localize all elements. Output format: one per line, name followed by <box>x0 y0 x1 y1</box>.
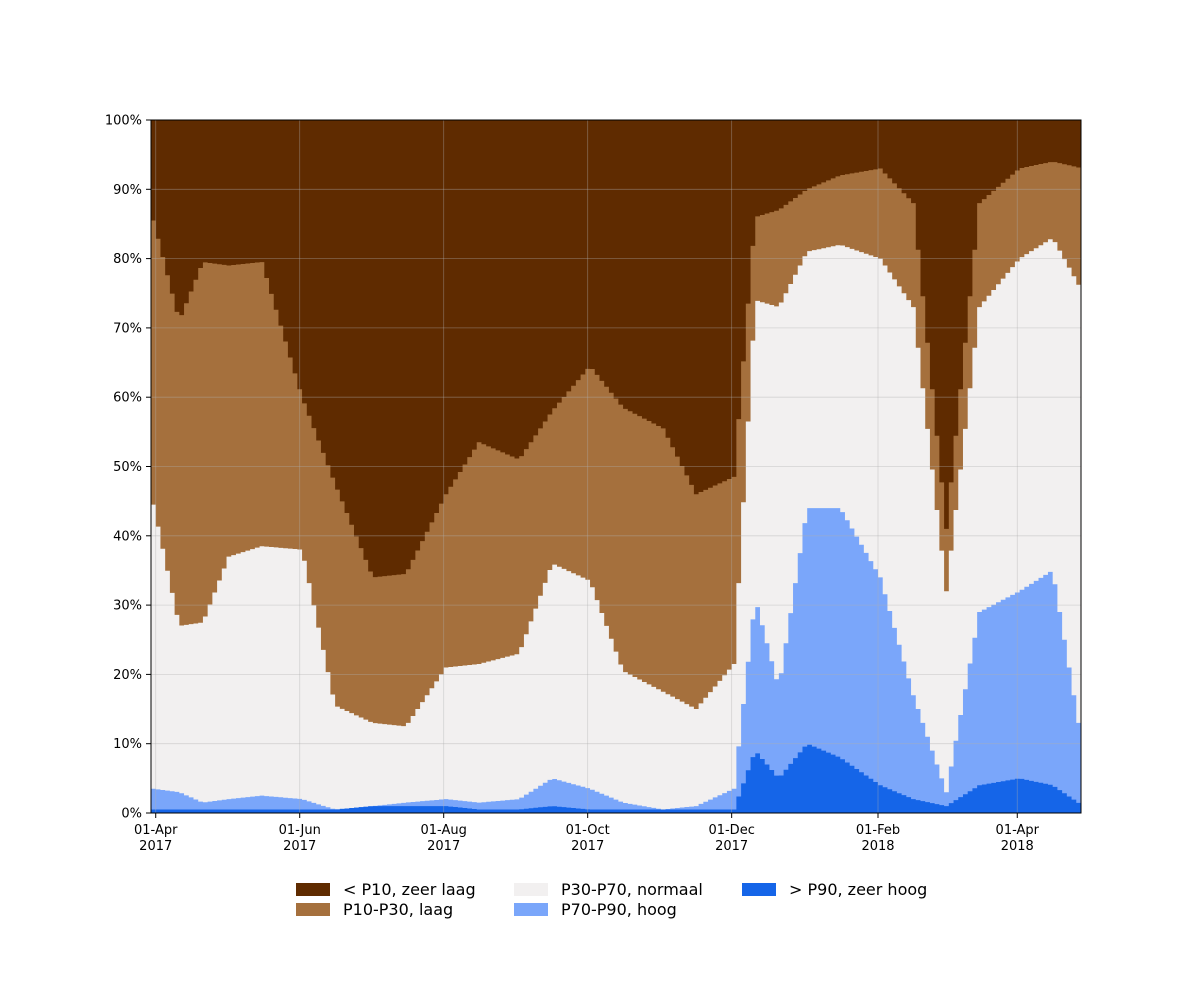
legend-swatch-zeer-hoog <box>742 882 776 896</box>
y-tick-label: 30% <box>113 599 142 614</box>
legend-label-laag: P10-P30, laag <box>343 899 454 919</box>
legend-item-zeer-hoog: > P90, zeer hoog <box>742 879 942 899</box>
y-tick-label: 80% <box>113 252 142 267</box>
legend-swatch-laag <box>296 902 330 916</box>
x-tick-label-year: 2018 <box>861 839 894 854</box>
area-series-p70-p90-hoog <box>151 508 1081 813</box>
x-tick-label-year: 2017 <box>571 839 604 854</box>
x-tick-label: 01-Oct <box>566 823 610 838</box>
x-tick-label-year: 2018 <box>1001 839 1034 854</box>
x-tick-label: 01-Jun <box>279 823 321 838</box>
y-tick-label: 40% <box>113 529 142 544</box>
legend-label-hoog: P70-P90, hoog <box>561 899 677 919</box>
x-tick-label-year: 2017 <box>139 839 172 854</box>
x-tick-label: 01-Dec <box>708 823 754 838</box>
x-tick-label: 01-Aug <box>421 823 467 838</box>
y-tick-label: 0% <box>121 807 142 822</box>
legend-item-hoog: P70-P90, hoog <box>514 899 742 919</box>
y-tick-label: 20% <box>113 668 142 683</box>
y-tick-label: 70% <box>113 321 142 336</box>
legend-label-zeer-laag: < P10, zeer laag <box>343 879 476 899</box>
area-series-p90-zeer-hoog <box>151 744 1081 813</box>
y-tick-label: 10% <box>113 737 142 752</box>
x-tick-label-year: 2017 <box>283 839 316 854</box>
x-tick-label-year: 2017 <box>427 839 460 854</box>
x-tick-label-year: 2017 <box>715 839 748 854</box>
x-tick-label: 01-Apr <box>134 823 178 838</box>
x-tick-label: 01-Apr <box>996 823 1040 838</box>
y-tick-label: 50% <box>113 460 142 475</box>
y-tick-label: 90% <box>113 183 142 198</box>
x-tick-label: 01-Feb <box>856 823 900 838</box>
legend-label-zeer-hoog: > P90, zeer hoog <box>789 879 928 899</box>
legend-swatch-hoog <box>514 902 548 916</box>
legend-item-zeer-laag: < P10, zeer laag <box>296 879 514 899</box>
y-tick-label: 60% <box>113 391 142 406</box>
legend-item-laag: P10-P30, laag <box>296 899 514 919</box>
y-tick-label: 100% <box>105 114 142 129</box>
legend-swatch-normaal <box>514 882 548 896</box>
legend-label-normaal: P30-P70, normaal <box>561 879 703 899</box>
area-layers <box>151 120 1081 813</box>
legend-item-normaal: P30-P70, normaal <box>514 879 742 899</box>
legend: < P10, zeer laag P30-P70, normaal > P90,… <box>296 879 942 919</box>
legend-swatch-zeer-laag <box>296 882 330 896</box>
